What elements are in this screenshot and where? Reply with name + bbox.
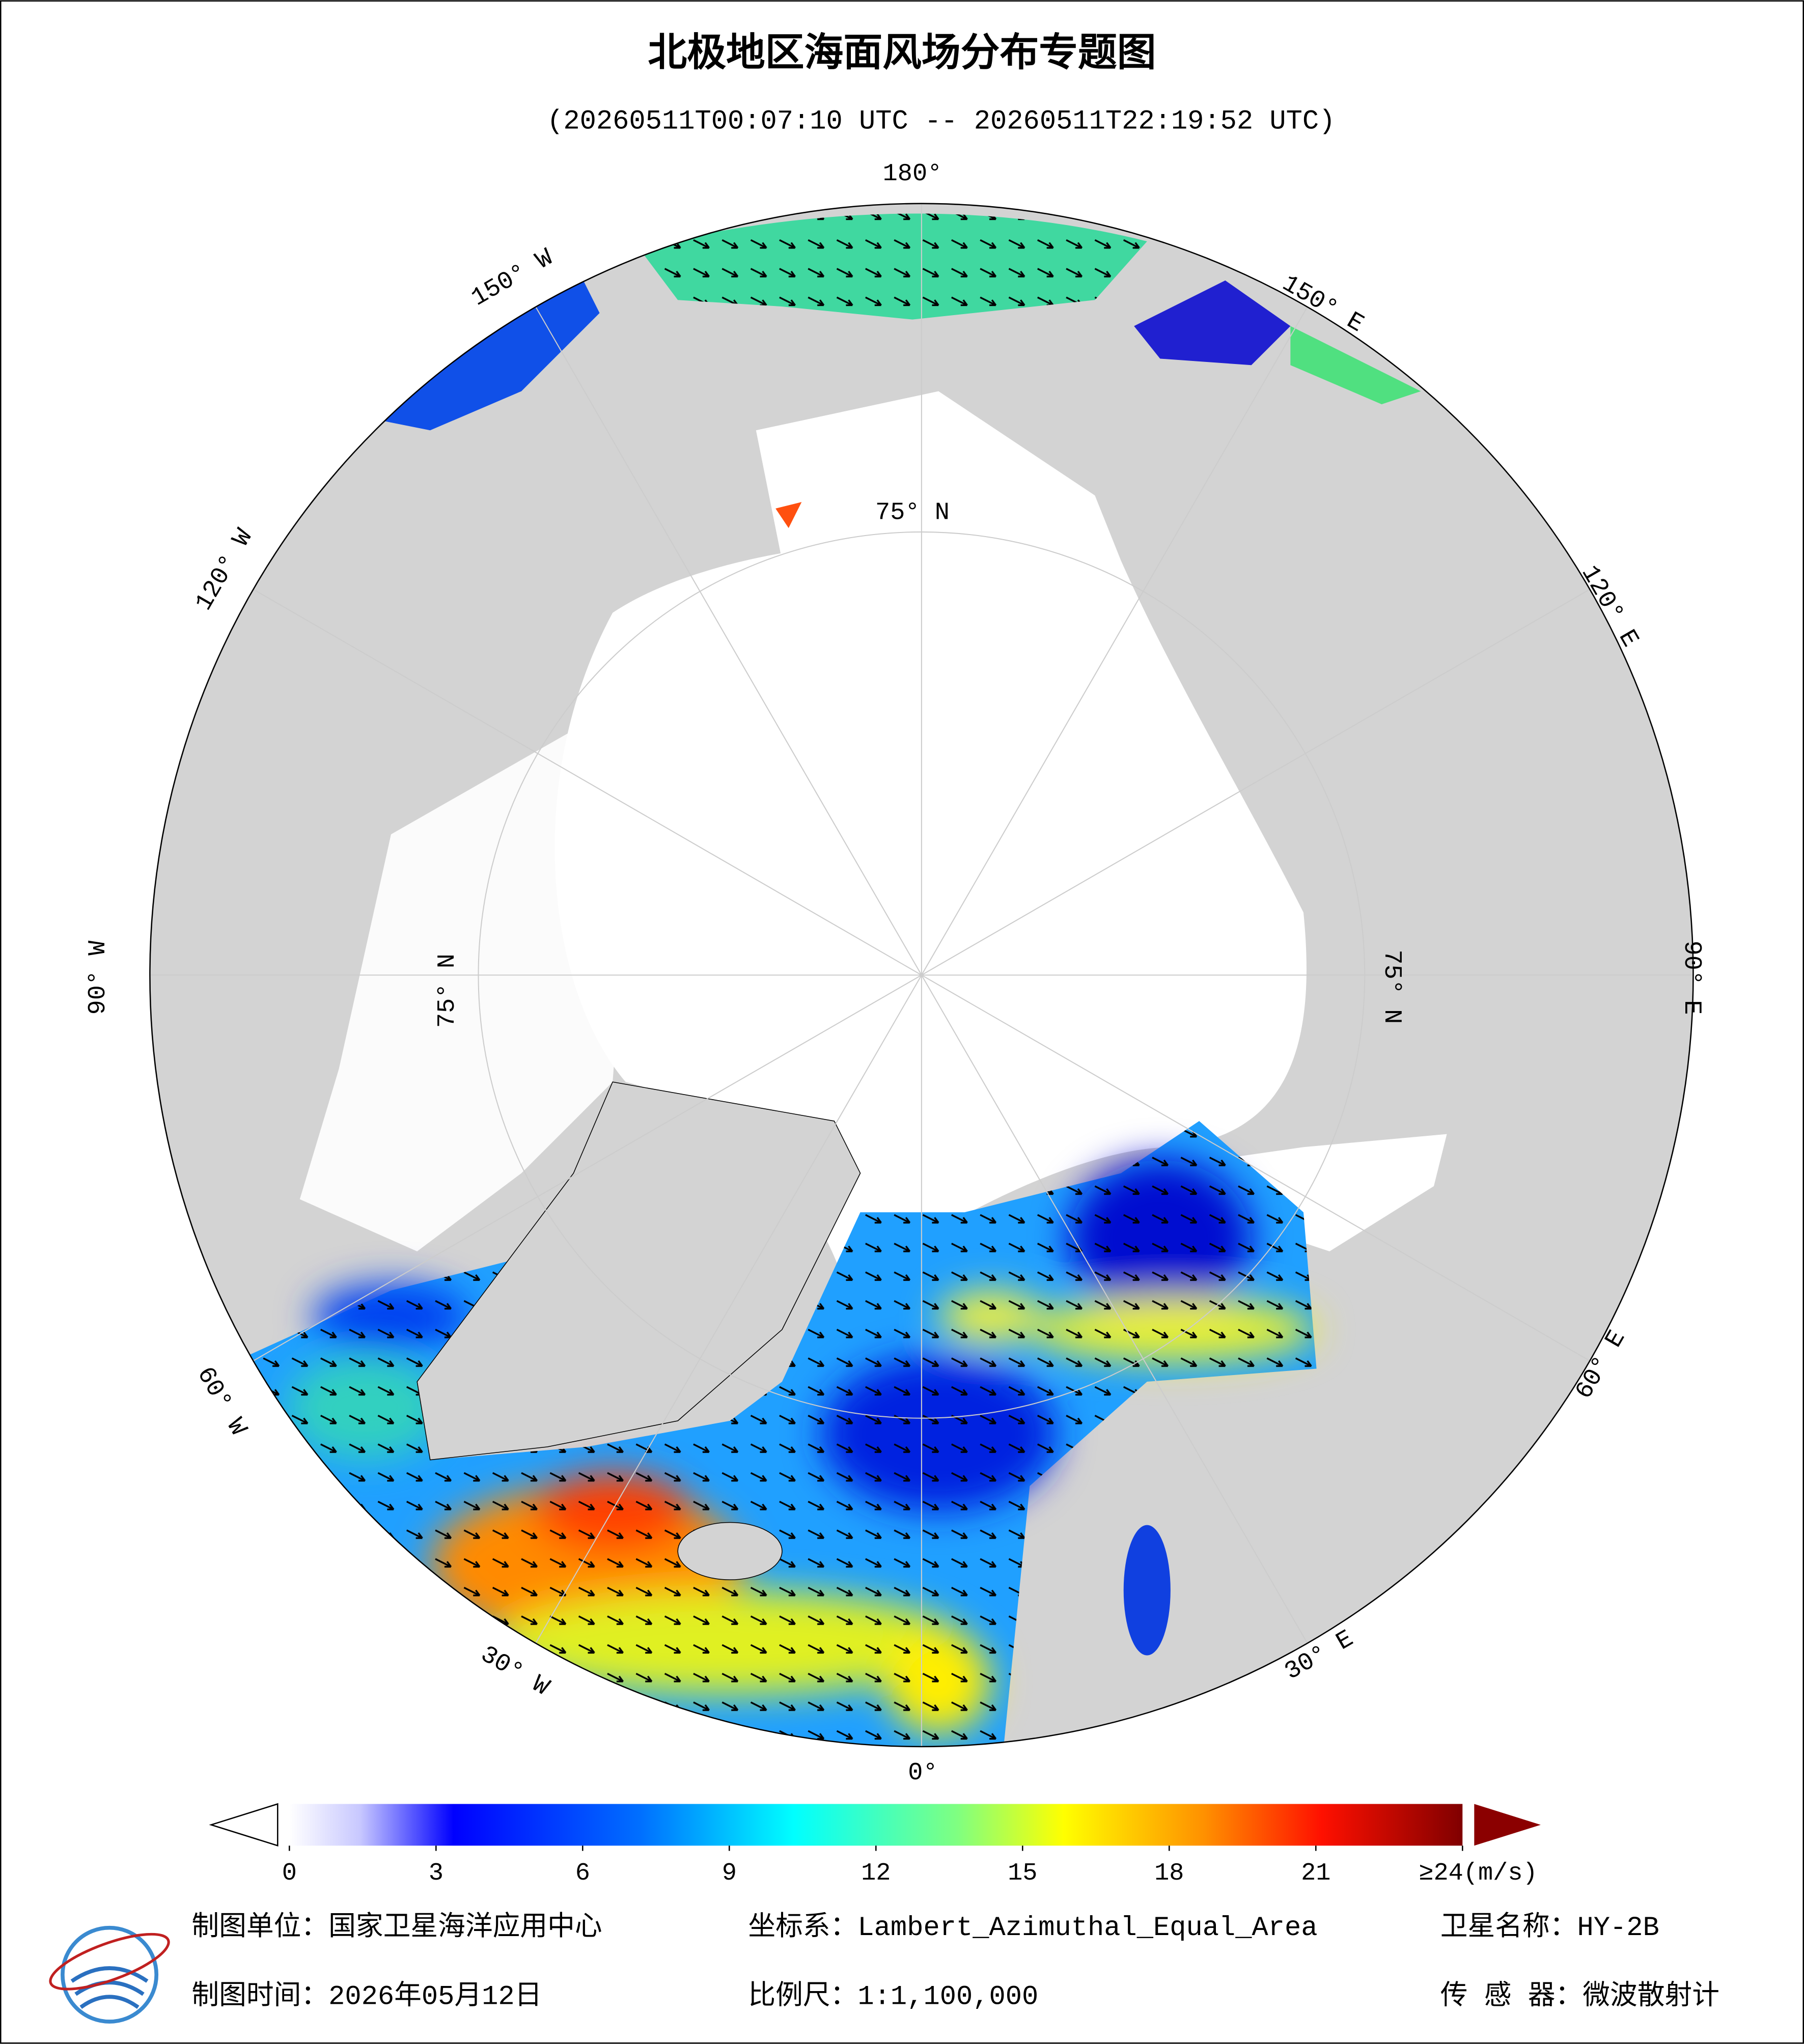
colorbar: 0 3 6 9 12 15 18 21 ≥24(m/s)	[209, 1803, 1541, 1887]
greenland	[417, 1081, 861, 1461]
latitude-label: 75° N	[875, 498, 950, 526]
footer-unit: 制图单位：国家卫星海洋应用中心	[191, 1912, 602, 1944]
meridian	[530, 297, 922, 975]
longitude-label: 0°	[908, 1759, 937, 1787]
meridian	[921, 974, 1599, 1367]
colorbar-tick-label: 12	[861, 1859, 891, 1887]
okhotsk-wind	[1134, 280, 1291, 366]
longitude-label: 180°	[883, 160, 942, 188]
meridian	[921, 297, 1313, 975]
colorbar-tick-label: 6	[575, 1859, 590, 1887]
map	[150, 203, 1694, 1747]
footer-projection: 坐标系：Lambert_Azimuthal_Equal_Area	[748, 1912, 1317, 1944]
channels	[299, 730, 626, 1252]
logo	[49, 1925, 170, 2024]
longitude-label: 90° E	[1678, 941, 1706, 1015]
chukchi-sea	[756, 391, 1121, 561]
meridians	[150, 203, 1694, 1747]
latitude-label: 75° N	[433, 954, 461, 1028]
colorbar-tick-label: 21	[1301, 1859, 1330, 1887]
colorbar-tick-label: 3	[429, 1859, 443, 1887]
meridian	[530, 974, 922, 1653]
latitude-label: 75° N	[1378, 949, 1406, 1024]
title: 北极地区海面风场分布专题图	[648, 30, 1156, 75]
bering-wind	[1290, 326, 1421, 405]
colorbar-gradient	[289, 1804, 1463, 1846]
meridian	[244, 974, 922, 1367]
colorbar-tick-label: 18	[1154, 1859, 1184, 1887]
arctic-ocean	[554, 539, 1307, 1291]
footer-satellite: 卫星名称：HY-2B	[1440, 1912, 1659, 1944]
footer-date: 制图时间：2026年05月12日	[191, 1981, 542, 2013]
footer-sensor: 传 感 器：微波散射计	[1440, 1981, 1719, 2013]
colorbar-under	[209, 1803, 279, 1847]
colorbar-tick-label: ≥24(m/s)	[1419, 1859, 1537, 1887]
wind-spot	[775, 502, 802, 528]
map-border	[149, 203, 1694, 1748]
baltic-wind	[1123, 1525, 1171, 1656]
colorbar-tick-label: 15	[1008, 1859, 1037, 1887]
meridian	[244, 583, 922, 976]
footer-scale: 比例尺：1:1,100,000	[748, 1981, 1038, 2013]
subtitle: (20260511T00:07:10 UTC -- 20260511T22:19…	[547, 106, 1335, 137]
iceland	[677, 1522, 783, 1580]
pacific-arrows	[639, 213, 1147, 320]
longitude-label: 90° W	[84, 940, 112, 1015]
meridian	[921, 974, 1313, 1653]
colorbar-tick-label: 9	[722, 1859, 737, 1887]
colorbar-over	[1474, 1804, 1541, 1846]
colorbar-tick-label: 0	[282, 1859, 297, 1887]
meridian	[921, 583, 1599, 976]
